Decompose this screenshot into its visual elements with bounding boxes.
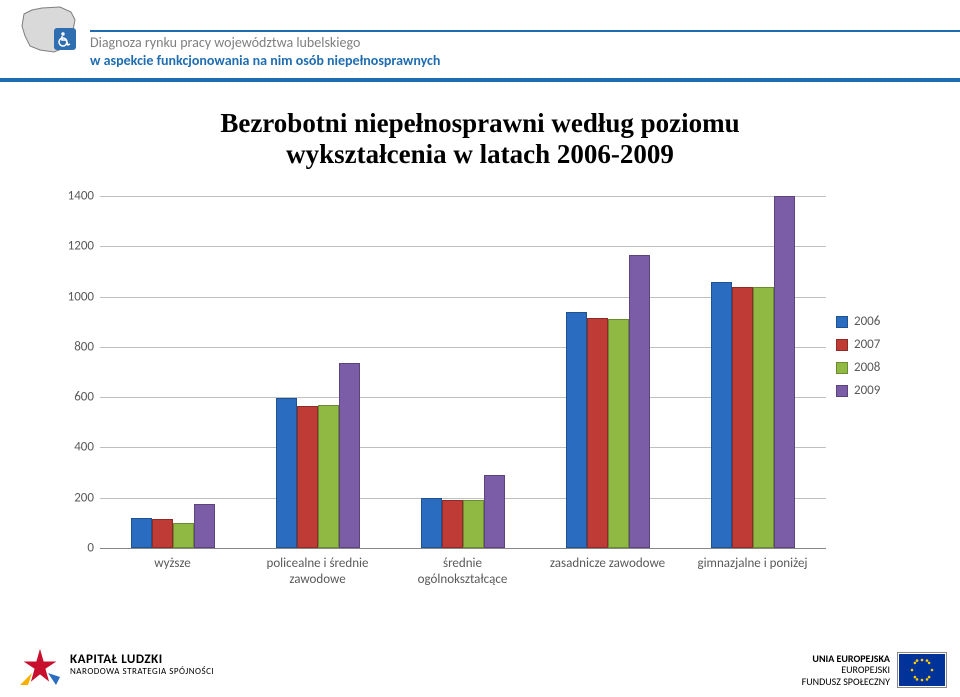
eu-line3: FUNDUSZ SPOŁECZNY <box>802 676 890 688</box>
eu-text: UNIA EUROPEJSKA EUROPEJSKI FUNDUSZ SPOŁE… <box>802 653 890 688</box>
chart-title: Bezrobotni niepełnosprawni według poziom… <box>0 108 960 170</box>
kapital-ludzki-icon <box>18 643 62 687</box>
bar <box>339 363 360 548</box>
bar <box>608 319 629 548</box>
bar <box>711 282 732 549</box>
footer-right-logo: UNIA EUROPEJSKA EUROPEJSKI FUNDUSZ SPOŁE… <box>802 653 946 688</box>
wheelchair-icon <box>54 28 76 50</box>
x-tick-label: gimnazjalne i poniżej <box>680 556 825 572</box>
bar-chart: wyższepolicealne i średniezawodoweśredni… <box>46 196 906 596</box>
legend-label: 2009 <box>854 383 880 398</box>
kapital-line1: KAPITAŁ LUDZKI <box>70 653 214 667</box>
bar <box>774 196 795 548</box>
legend-item: 2006 <box>836 314 908 329</box>
bar <box>732 287 753 548</box>
bar <box>152 519 173 548</box>
header-divider-thick <box>0 78 960 82</box>
legend: 2006 2007 2008 2009 <box>836 314 908 406</box>
header-text: Diagnoza rynku pracy województwa lubelsk… <box>90 34 440 69</box>
header: Diagnoza rynku pracy województwa lubelsk… <box>0 0 960 88</box>
header-divider-thin <box>90 30 960 32</box>
legend-label: 2006 <box>854 314 880 329</box>
eu-line2: EUROPEJSKI <box>802 664 890 676</box>
y-tick-label: 400 <box>46 440 94 455</box>
bar <box>421 498 442 548</box>
bar-group <box>535 255 680 548</box>
bar <box>629 255 650 548</box>
bar <box>587 318 608 548</box>
bar <box>753 287 774 548</box>
grid-line <box>100 548 826 549</box>
y-tick-label: 200 <box>46 490 94 505</box>
bar <box>297 406 318 548</box>
bar <box>173 523 194 548</box>
x-tick-label: średnieogólnokształcące <box>390 556 535 587</box>
bar <box>484 475 505 548</box>
legend-label: 2007 <box>854 337 880 352</box>
y-tick-label: 600 <box>46 390 94 405</box>
page: Diagnoza rynku pracy województwa lubelsk… <box>0 0 960 697</box>
eu-flag-icon <box>898 653 946 687</box>
legend-item: 2008 <box>836 360 908 375</box>
legend-item: 2007 <box>836 337 908 352</box>
footer: KAPITAŁ LUDZKI NARODOWA STRATEGIA SPÓJNO… <box>0 631 960 691</box>
bar <box>194 504 215 548</box>
header-line1: Diagnoza rynku pracy województwa lubelsk… <box>90 34 440 52</box>
bar <box>131 518 152 548</box>
kapital-line2: NARODOWA STRATEGIA SPÓJNOŚCI <box>70 667 214 677</box>
y-tick-label: 800 <box>46 339 94 354</box>
footer-left-logo: KAPITAŁ LUDZKI NARODOWA STRATEGIA SPÓJNO… <box>18 643 214 687</box>
legend-item: 2009 <box>836 383 908 398</box>
kapital-ludzki-text: KAPITAŁ LUDZKI NARODOWA STRATEGIA SPÓJNO… <box>70 653 214 677</box>
x-tick-label: wyższe <box>100 556 245 572</box>
legend-swatch <box>836 362 848 374</box>
bar <box>463 500 484 548</box>
y-tick-label: 1000 <box>46 289 94 304</box>
x-tick-label: zasadnicze zawodowe <box>535 556 680 572</box>
chart-title-line2: wykształcenia w latach 2006-2009 <box>0 139 960 170</box>
header-line2: w aspekcie funkcjonowania na nim osób ni… <box>90 52 440 70</box>
legend-label: 2008 <box>854 360 880 375</box>
legend-swatch <box>836 316 848 328</box>
bar <box>318 405 339 548</box>
chart-title-line1: Bezrobotni niepełnosprawni według poziom… <box>0 108 960 139</box>
y-tick-label: 1200 <box>46 239 94 254</box>
bar <box>442 500 463 548</box>
y-tick-label: 1400 <box>46 189 94 204</box>
bar-group <box>245 363 390 548</box>
legend-swatch <box>836 339 848 351</box>
bar-group <box>100 504 245 548</box>
y-tick-label: 0 <box>46 541 94 556</box>
bar <box>566 312 587 548</box>
bar-group <box>680 196 825 548</box>
bar-group <box>390 475 535 548</box>
x-tick-label: policealne i średniezawodowe <box>245 556 390 587</box>
legend-swatch <box>836 385 848 397</box>
bar-groups <box>100 196 826 548</box>
bar <box>276 398 297 548</box>
